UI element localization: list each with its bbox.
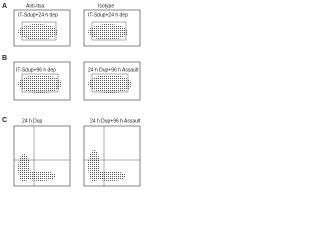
panel-letter: B bbox=[2, 55, 7, 62]
plot: 24 h Dup bbox=[13, 118, 71, 187]
plot: IT-Sdup+96 h dep bbox=[13, 61, 71, 101]
panel-letter: A bbox=[2, 3, 7, 10]
plot-label: IT-Sdup+24 h dep bbox=[88, 12, 128, 18]
plot: IT-Sdup+24 h dep bbox=[83, 9, 141, 47]
column-header: Isotype bbox=[98, 3, 114, 9]
plot-label: 24 h Dup+96 h Assault bbox=[88, 67, 139, 73]
plot-label: IT-Sdup+24 h dep bbox=[18, 12, 58, 18]
figure: A Anti-Itsa Isotype IT-Sdup+24 h dep IT-… bbox=[2, 3, 141, 187]
panel-letter: C bbox=[2, 117, 7, 124]
plot: 24 h Dup+96 h Assault bbox=[83, 61, 141, 101]
plot: 24 h Dup+96 h Assault bbox=[83, 118, 141, 187]
plot-label: 24 h Dup bbox=[22, 118, 43, 124]
plot-label: IT-Sdup+96 h dep bbox=[16, 67, 56, 73]
column-header: Anti-Itsa bbox=[26, 3, 45, 9]
plot: IT-Sdup+24 h dep bbox=[13, 9, 71, 47]
plot-label: 24 h Dup+96 h Assault bbox=[90, 118, 141, 124]
